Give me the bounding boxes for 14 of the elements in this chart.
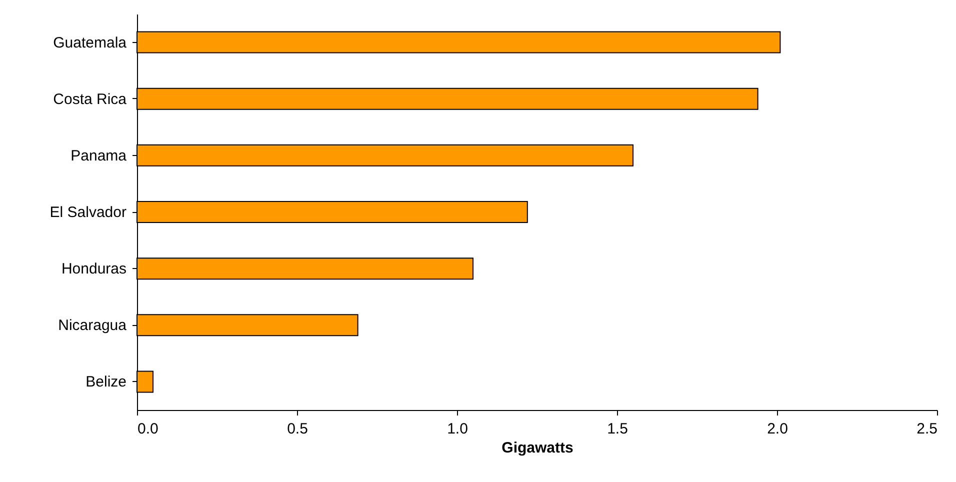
y-tick-label: Costa Rica — [53, 90, 128, 108]
y-tick-label: Belize — [86, 374, 126, 391]
y-tick-label: Nicaragua — [58, 317, 128, 334]
x-tick-label: 2.5 — [916, 420, 938, 438]
x-tick-label: 0.5 — [287, 420, 308, 438]
x-tick-label: 0.0 — [138, 420, 158, 438]
y-tick-label: Honduras — [61, 260, 126, 278]
y-tick-label: Panama — [70, 147, 128, 164]
y-tick-label: Guatemala — [53, 34, 128, 52]
x-tick-label: 2.0 — [767, 420, 788, 438]
x-axis-title: Gigawatts — [502, 440, 574, 456]
y-tick-label: El Salvador — [50, 204, 126, 221]
x-tick-label: 1.0 — [447, 420, 468, 438]
x-tick-label: 1.5 — [607, 420, 628, 438]
